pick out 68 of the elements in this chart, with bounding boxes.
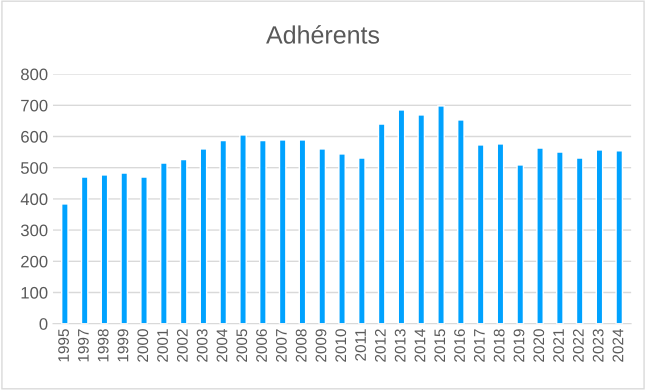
x-tick-label: 2007: [276, 329, 287, 362]
bar: [200, 148, 208, 324]
y-tick-label: 800: [21, 68, 48, 80]
x-tick-label: 2001: [157, 329, 168, 362]
y-tick-label: 300: [20, 224, 48, 236]
y-tick-label: 200: [21, 256, 48, 268]
x-tick-label: 2005: [236, 329, 248, 362]
y-tick-label: 400: [20, 193, 48, 206]
x-tick-label: 2013: [394, 329, 406, 362]
bar: [219, 140, 228, 324]
x-tick-label: 2012: [374, 329, 386, 362]
bar: [338, 153, 346, 324]
x-tick-label: 2010: [335, 329, 346, 362]
x-tick-label: 2023: [592, 329, 604, 362]
bar: [378, 123, 386, 324]
bar: [120, 172, 128, 324]
x-tick-label: 2020: [533, 329, 544, 362]
x-tick-label: 2009: [316, 329, 326, 362]
x-tick-label: 1995: [58, 329, 69, 362]
bar: [318, 148, 326, 324]
bar: [160, 162, 168, 324]
bar: [140, 176, 148, 324]
bar: [180, 158, 188, 324]
bar: [536, 147, 544, 324]
x-tick-label: 2002: [176, 329, 188, 362]
bar: [516, 164, 524, 324]
bar: [398, 109, 406, 324]
x-tick-label: 2004: [216, 329, 228, 362]
x-tick-label: 2021: [553, 329, 564, 362]
x-tick-label: 2000: [137, 329, 148, 362]
x-tick-label: 2019: [514, 329, 524, 362]
bar: [100, 174, 108, 324]
bar: [60, 203, 69, 324]
x-tick-label: 2016: [454, 329, 465, 362]
bar: [298, 139, 306, 324]
chart-title: Adhérents: [266, 25, 380, 44]
x-tick-label: 2014: [414, 329, 426, 362]
bar: [615, 150, 624, 324]
bar: [417, 114, 426, 324]
y-tick-label: 700: [21, 100, 48, 112]
bar: [556, 151, 564, 324]
bar: [358, 157, 366, 324]
bar: [596, 149, 604, 324]
y-tick-label: 500: [20, 162, 48, 174]
x-tick-label: 1997: [78, 329, 89, 362]
x-tick-label: 2011: [355, 329, 366, 361]
y-tick-label: 0: [39, 318, 48, 330]
x-tick-label: 2018: [494, 329, 505, 362]
x-tick-label: 2008: [296, 329, 307, 362]
y-tick-label: 600: [21, 130, 48, 143]
bar: [80, 176, 89, 324]
x-tick-label: 2024: [612, 329, 624, 362]
x-tick-label: 2022: [572, 329, 584, 362]
bar: [278, 139, 287, 324]
y-tick-label: 100: [22, 286, 48, 299]
x-tick-label: 2006: [256, 329, 267, 362]
bar: [437, 105, 445, 324]
bar: [576, 157, 584, 324]
x-tick-label: 2015: [434, 329, 446, 362]
bar: [476, 144, 485, 324]
bar: [258, 140, 267, 324]
bar: [239, 134, 247, 324]
x-tick-label: 1998: [98, 329, 109, 362]
bar: [456, 119, 465, 324]
x-tick-label: 1999: [118, 329, 128, 362]
bar: [496, 143, 504, 324]
x-tick-label: 2017: [474, 329, 485, 362]
x-tick-label: 2003: [196, 329, 208, 362]
